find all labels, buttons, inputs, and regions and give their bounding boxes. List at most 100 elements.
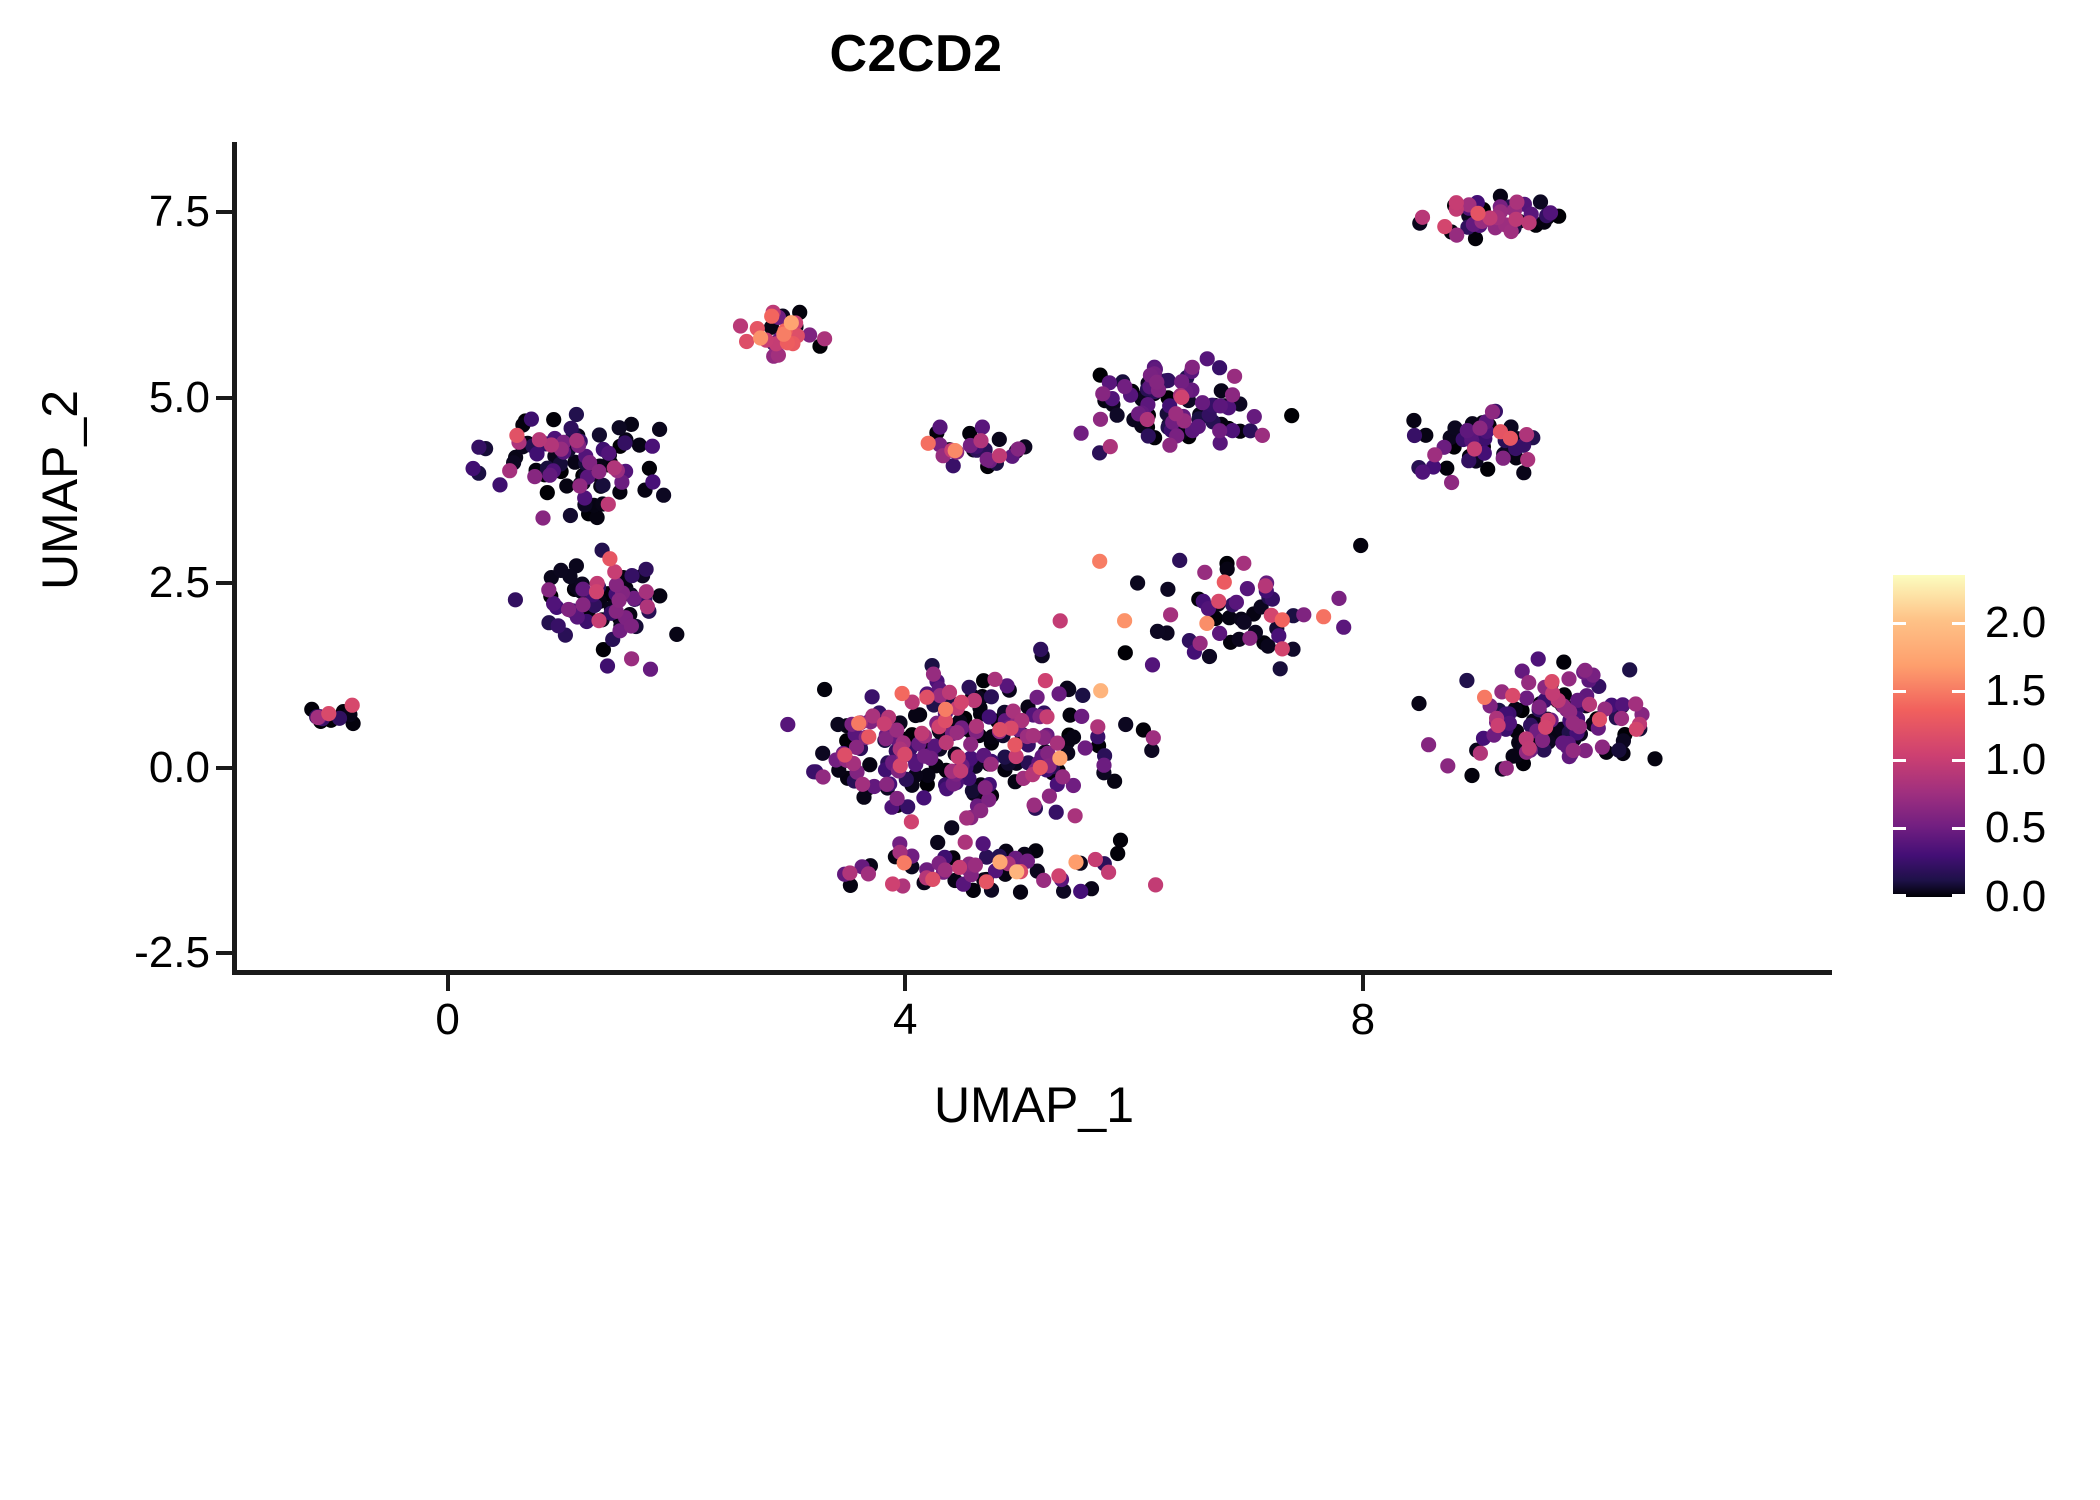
colorbar-gradient [1893, 575, 1965, 897]
color-legend: 2.0 1.5 1.0 0.5 0.0 [1893, 575, 2093, 919]
scatter-point [979, 451, 995, 468]
scatter-point [1464, 767, 1480, 784]
page-title: C2CD2 [829, 25, 1003, 83]
x-tick-label: 4 [893, 995, 918, 1044]
y-tick-label: 7.5 [148, 187, 210, 237]
scatter-point [1026, 797, 1042, 813]
colorbar-tick-label: 0.0 [1985, 872, 2047, 921]
scatter-point [656, 487, 672, 503]
scatter-point [608, 577, 624, 593]
scatter-point [638, 561, 654, 577]
scatter-point [981, 709, 997, 725]
y-tick-mark [216, 951, 232, 956]
scatter-point [916, 790, 932, 806]
scatter-point [753, 330, 769, 346]
scatter-point [1459, 423, 1475, 439]
scatter-point [1615, 697, 1631, 713]
colorbar-tick [1952, 758, 1965, 762]
colorbar-tick [1952, 690, 1965, 694]
scatter-point [553, 562, 569, 578]
scatter-point [638, 584, 654, 600]
scatter-point [1477, 689, 1493, 706]
scatter-point [967, 857, 984, 873]
scatter-point [897, 746, 913, 763]
y-tick-label: 5.0 [148, 372, 210, 422]
scatter-point [1467, 231, 1484, 247]
scatter-point [1284, 408, 1300, 424]
scatter-point [1472, 420, 1488, 436]
scatter-point [1149, 374, 1165, 390]
scatter-point [582, 455, 598, 471]
scatter-point [1415, 464, 1431, 480]
scatter-point [1037, 673, 1053, 689]
scatter-point [539, 485, 555, 501]
scatter-point [979, 849, 995, 865]
x-axis-line [232, 970, 1832, 975]
scatter-point [1062, 707, 1078, 723]
x-tick-label: 8 [1350, 995, 1376, 1044]
scatter-point [1109, 407, 1125, 423]
scatter-point [1577, 662, 1593, 678]
scatter-point [1012, 884, 1029, 900]
y-axis-tick-labels: -2.5 0.0 2.5 5.0 7.5 [70, 0, 210, 1500]
scatter-point [920, 435, 936, 451]
y-tick-label: 2.5 [148, 557, 210, 607]
x-tick-label: 0 [435, 995, 460, 1044]
scatter-point [957, 834, 973, 850]
x-tick-mark [903, 975, 908, 991]
scatter-point [1461, 453, 1477, 469]
scatter-point [1470, 205, 1486, 221]
scatter-point [848, 739, 865, 756]
scatter-point [631, 437, 647, 453]
scatter-point [1516, 465, 1532, 481]
scatter-point [1051, 868, 1067, 884]
scatter-point [949, 725, 965, 741]
scatter-point [1418, 427, 1434, 443]
scatter-point [865, 708, 881, 724]
scatter-point [1110, 845, 1126, 862]
scatter-point [639, 599, 655, 615]
scatter-point [561, 601, 577, 618]
scatter-point [1519, 690, 1535, 706]
scatter-point [920, 767, 936, 784]
scatter-point [1221, 610, 1237, 626]
scatter-point [1148, 877, 1164, 893]
scatter-point [1118, 716, 1134, 733]
scatter-point [1508, 211, 1524, 227]
scatter-point [1414, 209, 1431, 225]
scatter-point [885, 876, 901, 892]
scatter-point [1285, 641, 1301, 657]
scatter-point [591, 464, 607, 480]
scatter-point [623, 618, 639, 634]
scatter-point [991, 448, 1008, 464]
scatter-point [1224, 423, 1241, 439]
scatter-point [1014, 712, 1030, 729]
scatter-point [1007, 737, 1023, 753]
scatter-point [894, 685, 910, 702]
scatter-point [644, 438, 660, 454]
scatter-point [1117, 379, 1133, 395]
scatter-point [652, 588, 668, 604]
scatter-point [860, 866, 877, 882]
scatter-point [1130, 575, 1146, 591]
scatter-point [589, 509, 605, 526]
scatter-point [1216, 574, 1232, 590]
scatter-point [1048, 804, 1064, 820]
scatter-point [1212, 435, 1228, 451]
scatter-point [1139, 411, 1155, 428]
scatter-point [612, 623, 628, 639]
scatter-point [976, 673, 992, 689]
colorbar-tick [1952, 621, 1965, 625]
scatter-point [562, 507, 578, 524]
scatter-point [930, 834, 946, 851]
scatter-point [1440, 758, 1456, 774]
scatter-point [1073, 883, 1089, 900]
scatter-point [1521, 675, 1537, 691]
scatter-point [602, 551, 618, 567]
scatter-point [1246, 409, 1262, 425]
scatter-point [577, 490, 593, 506]
scatter-point [1274, 641, 1290, 657]
scatter-point [1199, 351, 1215, 367]
scatter-point [1145, 730, 1161, 746]
scatter-point [878, 731, 894, 747]
